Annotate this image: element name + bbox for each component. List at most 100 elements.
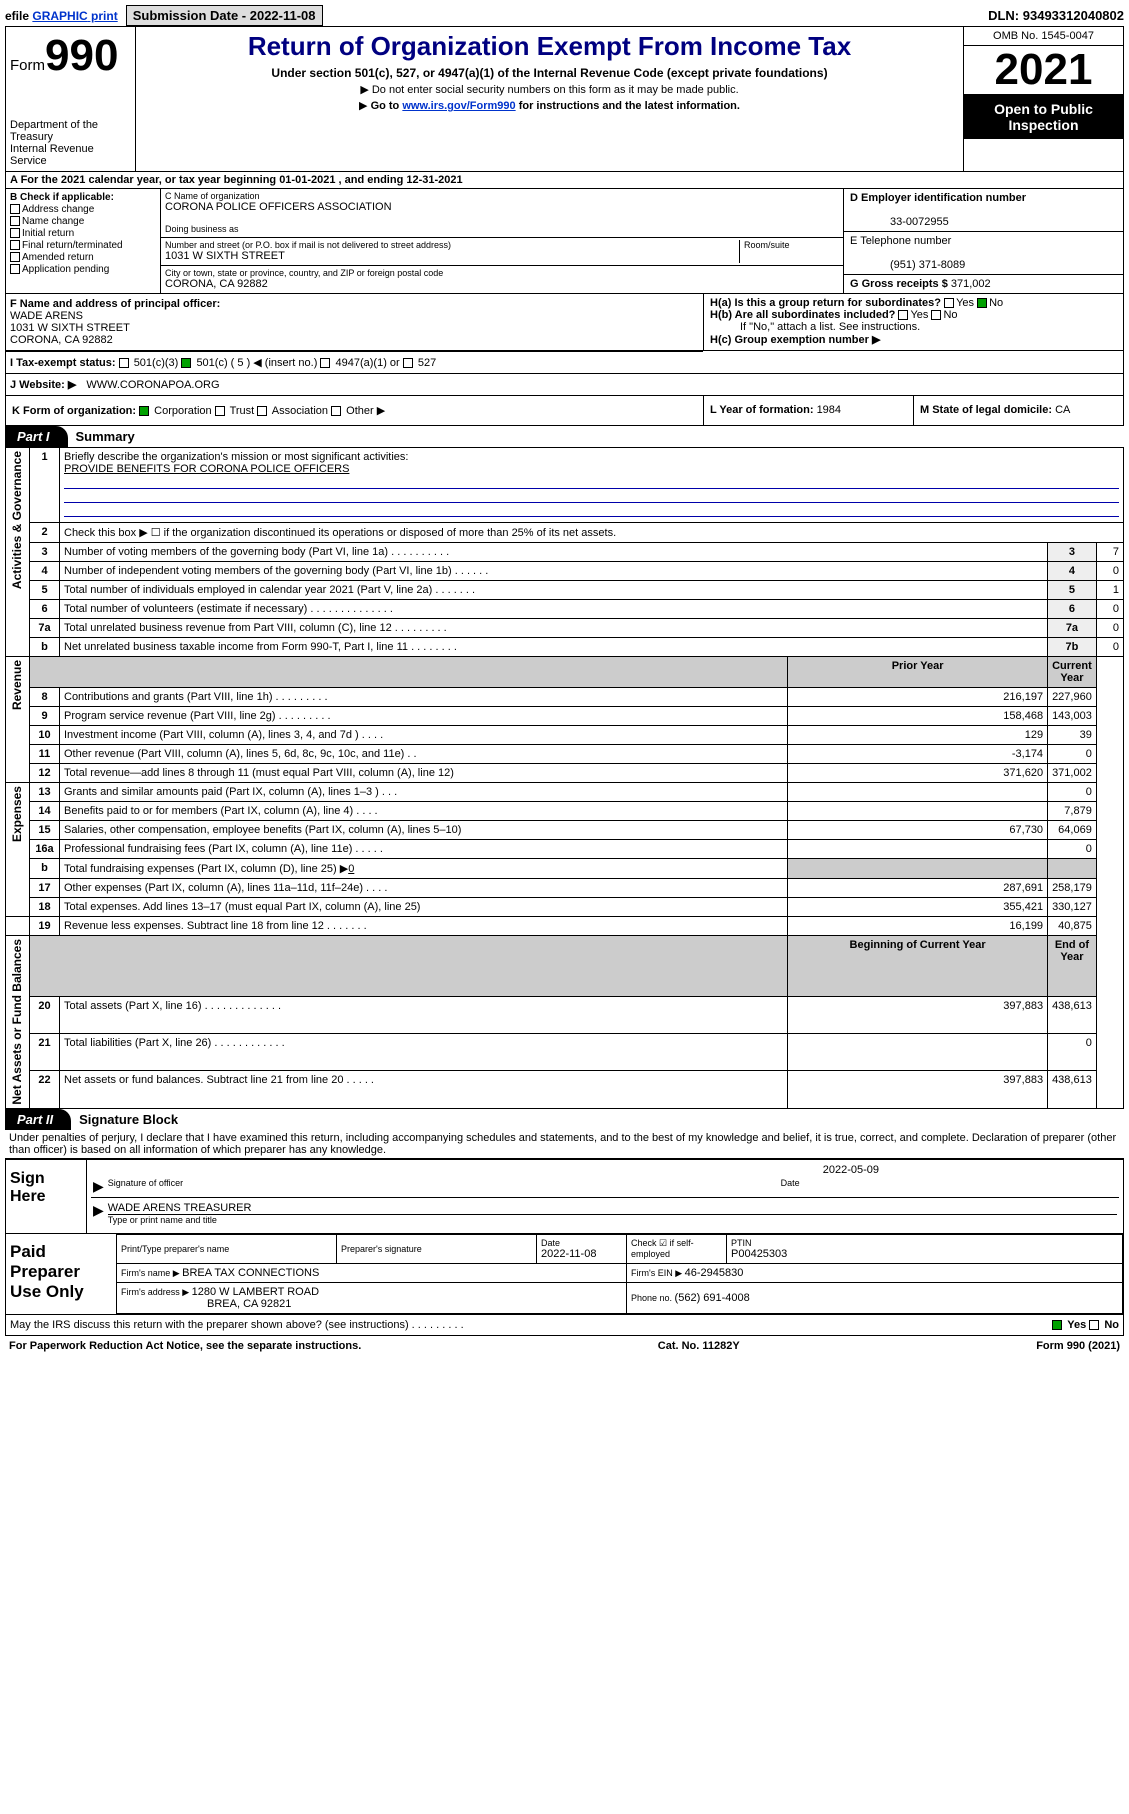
- efile-link[interactable]: efile GRAPHIC print: [5, 9, 118, 23]
- dba-label: Doing business as: [165, 224, 839, 234]
- form-ref: Form 990 (2021): [1036, 1340, 1120, 1352]
- p9: 158,468: [788, 707, 1048, 726]
- line-2: Check this box ▶ ☐ if the organization d…: [60, 523, 1124, 543]
- dln: DLN: 93493312040802: [988, 8, 1124, 23]
- line-7a: Total unrelated business revenue from Pa…: [60, 619, 1048, 638]
- discuss-row: May the IRS discuss this return with the…: [5, 1315, 1124, 1336]
- header-mid: Return of Organization Exempt From Incom…: [136, 27, 963, 171]
- chk-address-change[interactable]: Address change: [10, 204, 156, 215]
- open-to-public: Open to Public Inspection: [964, 95, 1123, 139]
- prior-year-hdr: Prior Year: [788, 657, 1048, 688]
- opt-4947[interactable]: 4947(a)(1) or: [336, 357, 400, 369]
- row-a-tax-year: A For the 2021 calendar year, or tax yea…: [5, 172, 1124, 189]
- l-label: L Year of formation:: [710, 404, 817, 416]
- line-4: Number of independent voting members of …: [60, 562, 1048, 581]
- ha-label: H(a) Is this a group return for subordin…: [710, 297, 941, 309]
- row-fh: F Name and address of principal officer:…: [5, 294, 1124, 351]
- sign-fields: 2022-05-09 Signature of officer Date WAD…: [86, 1160, 1123, 1233]
- chk-amended-return[interactable]: Amended return: [10, 252, 156, 263]
- sign-here-label: Sign Here: [6, 1160, 86, 1233]
- street-box: Number and street (or P.O. box if mail i…: [161, 238, 843, 266]
- part2-tag: Part II: [5, 1109, 71, 1130]
- header-left: Form990 Department of the Treasury Inter…: [6, 27, 136, 171]
- part2-header: Part II Signature Block: [5, 1109, 1124, 1130]
- p20: 397,883: [788, 996, 1048, 1033]
- ein-label: D Employer identification number: [850, 192, 1026, 204]
- discuss-yes[interactable]: Yes: [1067, 1319, 1086, 1331]
- city: CORONA, CA 92882: [165, 278, 839, 290]
- f-label: F Name and address of principal officer:: [10, 298, 220, 310]
- k-corp[interactable]: Corporation: [154, 405, 211, 417]
- hb-yes[interactable]: Yes: [910, 309, 928, 321]
- sub3-post: for instructions and the latest informat…: [516, 100, 740, 112]
- sub-date-value: 2022-11-08: [250, 8, 316, 23]
- k-other[interactable]: Other ▶: [346, 405, 385, 417]
- name-label: Type or print name and title: [108, 1214, 1117, 1225]
- opt-501c[interactable]: 501(c) ( 5 ) ◀ (insert no.): [196, 357, 317, 369]
- firm-addr1: 1280 W LAMBERT ROAD: [192, 1286, 319, 1298]
- gross-label: G Gross receipts $: [850, 278, 951, 290]
- section-nab: Net Assets or Fund Balances: [10, 939, 24, 1105]
- prep-name-label: Print/Type preparer's name: [121, 1244, 332, 1254]
- k-assoc[interactable]: Association: [272, 405, 328, 417]
- gross-receipts: 371,002: [951, 278, 991, 290]
- row-klm: K Form of organization: Corporation Trus…: [5, 396, 1124, 426]
- hb-label: H(b) Are all subordinates included?: [710, 309, 895, 321]
- chk-initial-return[interactable]: Initial return: [10, 228, 156, 239]
- mission-text: PROVIDE BENEFITS FOR CORONA POLICE OFFIC…: [64, 463, 349, 475]
- line-9: Program service revenue (Part VIII, line…: [60, 707, 788, 726]
- org-name-box: C Name of organization CORONA POLICE OFF…: [161, 189, 843, 238]
- line-3: Number of voting members of the governin…: [60, 543, 1048, 562]
- form-number: Form990: [10, 31, 131, 81]
- section-k: K Form of organization: Corporation Trus…: [6, 396, 703, 425]
- form-no: 990: [45, 31, 118, 80]
- val-6: 0: [1096, 600, 1123, 619]
- ein-box: D Employer identification number 33-0072…: [844, 189, 1123, 232]
- opt-501c3[interactable]: 501(c)(3): [134, 357, 179, 369]
- ha-no[interactable]: No: [989, 297, 1003, 309]
- line-1-num: 1: [30, 448, 60, 523]
- hb-no[interactable]: No: [943, 309, 957, 321]
- line-10: Investment income (Part VIII, column (A)…: [60, 726, 788, 745]
- discuss-no[interactable]: No: [1104, 1319, 1119, 1331]
- firm-name-label: Firm's name ▶: [121, 1268, 182, 1278]
- tel: (951) 371-8089: [890, 259, 965, 271]
- chk-app-pending[interactable]: Application pending: [10, 264, 156, 275]
- line-22: Net assets or fund balances. Subtract li…: [60, 1071, 788, 1108]
- line-11: Other revenue (Part VIII, column (A), li…: [60, 745, 788, 764]
- p8: 216,197: [788, 688, 1048, 707]
- chk-name-change[interactable]: Name change: [10, 216, 156, 227]
- p11: -3,174: [788, 745, 1048, 764]
- graphic-link[interactable]: GRAPHIC: [32, 9, 87, 23]
- chk-final-return[interactable]: Final return/terminated: [10, 240, 156, 251]
- top-bar: efile GRAPHIC print Submission Date - 20…: [5, 5, 1124, 26]
- k-label: K Form of organization:: [12, 405, 136, 417]
- opt-527[interactable]: 527: [418, 357, 436, 369]
- firm-ein-label: Firm's EIN ▶: [631, 1268, 685, 1278]
- ha-yes[interactable]: Yes: [956, 297, 974, 309]
- print-link[interactable]: print: [88, 9, 118, 23]
- line-17: Other expenses (Part IX, column (A), lin…: [60, 879, 788, 898]
- firm-ein: 46-2945830: [685, 1267, 744, 1279]
- prep-table: Print/Type preparer's name Preparer's si…: [116, 1234, 1123, 1314]
- irs-link[interactable]: www.irs.gov/Form990: [402, 100, 515, 112]
- line-16a: Professional fundraising fees (Part IX, …: [60, 840, 788, 859]
- section-m: M State of legal domicile: CA: [913, 396, 1123, 425]
- section-h: H(a) Is this a group return for subordin…: [703, 294, 1123, 350]
- section-f: F Name and address of principal officer:…: [6, 294, 703, 350]
- p14: [788, 802, 1048, 821]
- tel-label: E Telephone number: [850, 235, 951, 247]
- k-trust[interactable]: Trust: [230, 405, 255, 417]
- prep-phone: (562) 691-4008: [675, 1292, 750, 1304]
- footer-line: For Paperwork Reduction Act Notice, see …: [5, 1336, 1124, 1356]
- room-label: Room/suite: [739, 240, 839, 263]
- line-1: Briefly describe the organization's miss…: [60, 448, 1124, 523]
- summary-table: Activities & Governance 1 Briefly descri…: [5, 447, 1124, 1109]
- c9: 143,003: [1048, 707, 1097, 726]
- p12: 371,620: [788, 764, 1048, 783]
- line-18: Total expenses. Add lines 13–17 (must eq…: [60, 898, 788, 917]
- website[interactable]: WWW.CORONAPOA.ORG: [86, 379, 219, 391]
- dln-value: 93493312040802: [1023, 8, 1124, 23]
- c18: 330,127: [1048, 898, 1097, 917]
- c19: 40,875: [1048, 917, 1097, 936]
